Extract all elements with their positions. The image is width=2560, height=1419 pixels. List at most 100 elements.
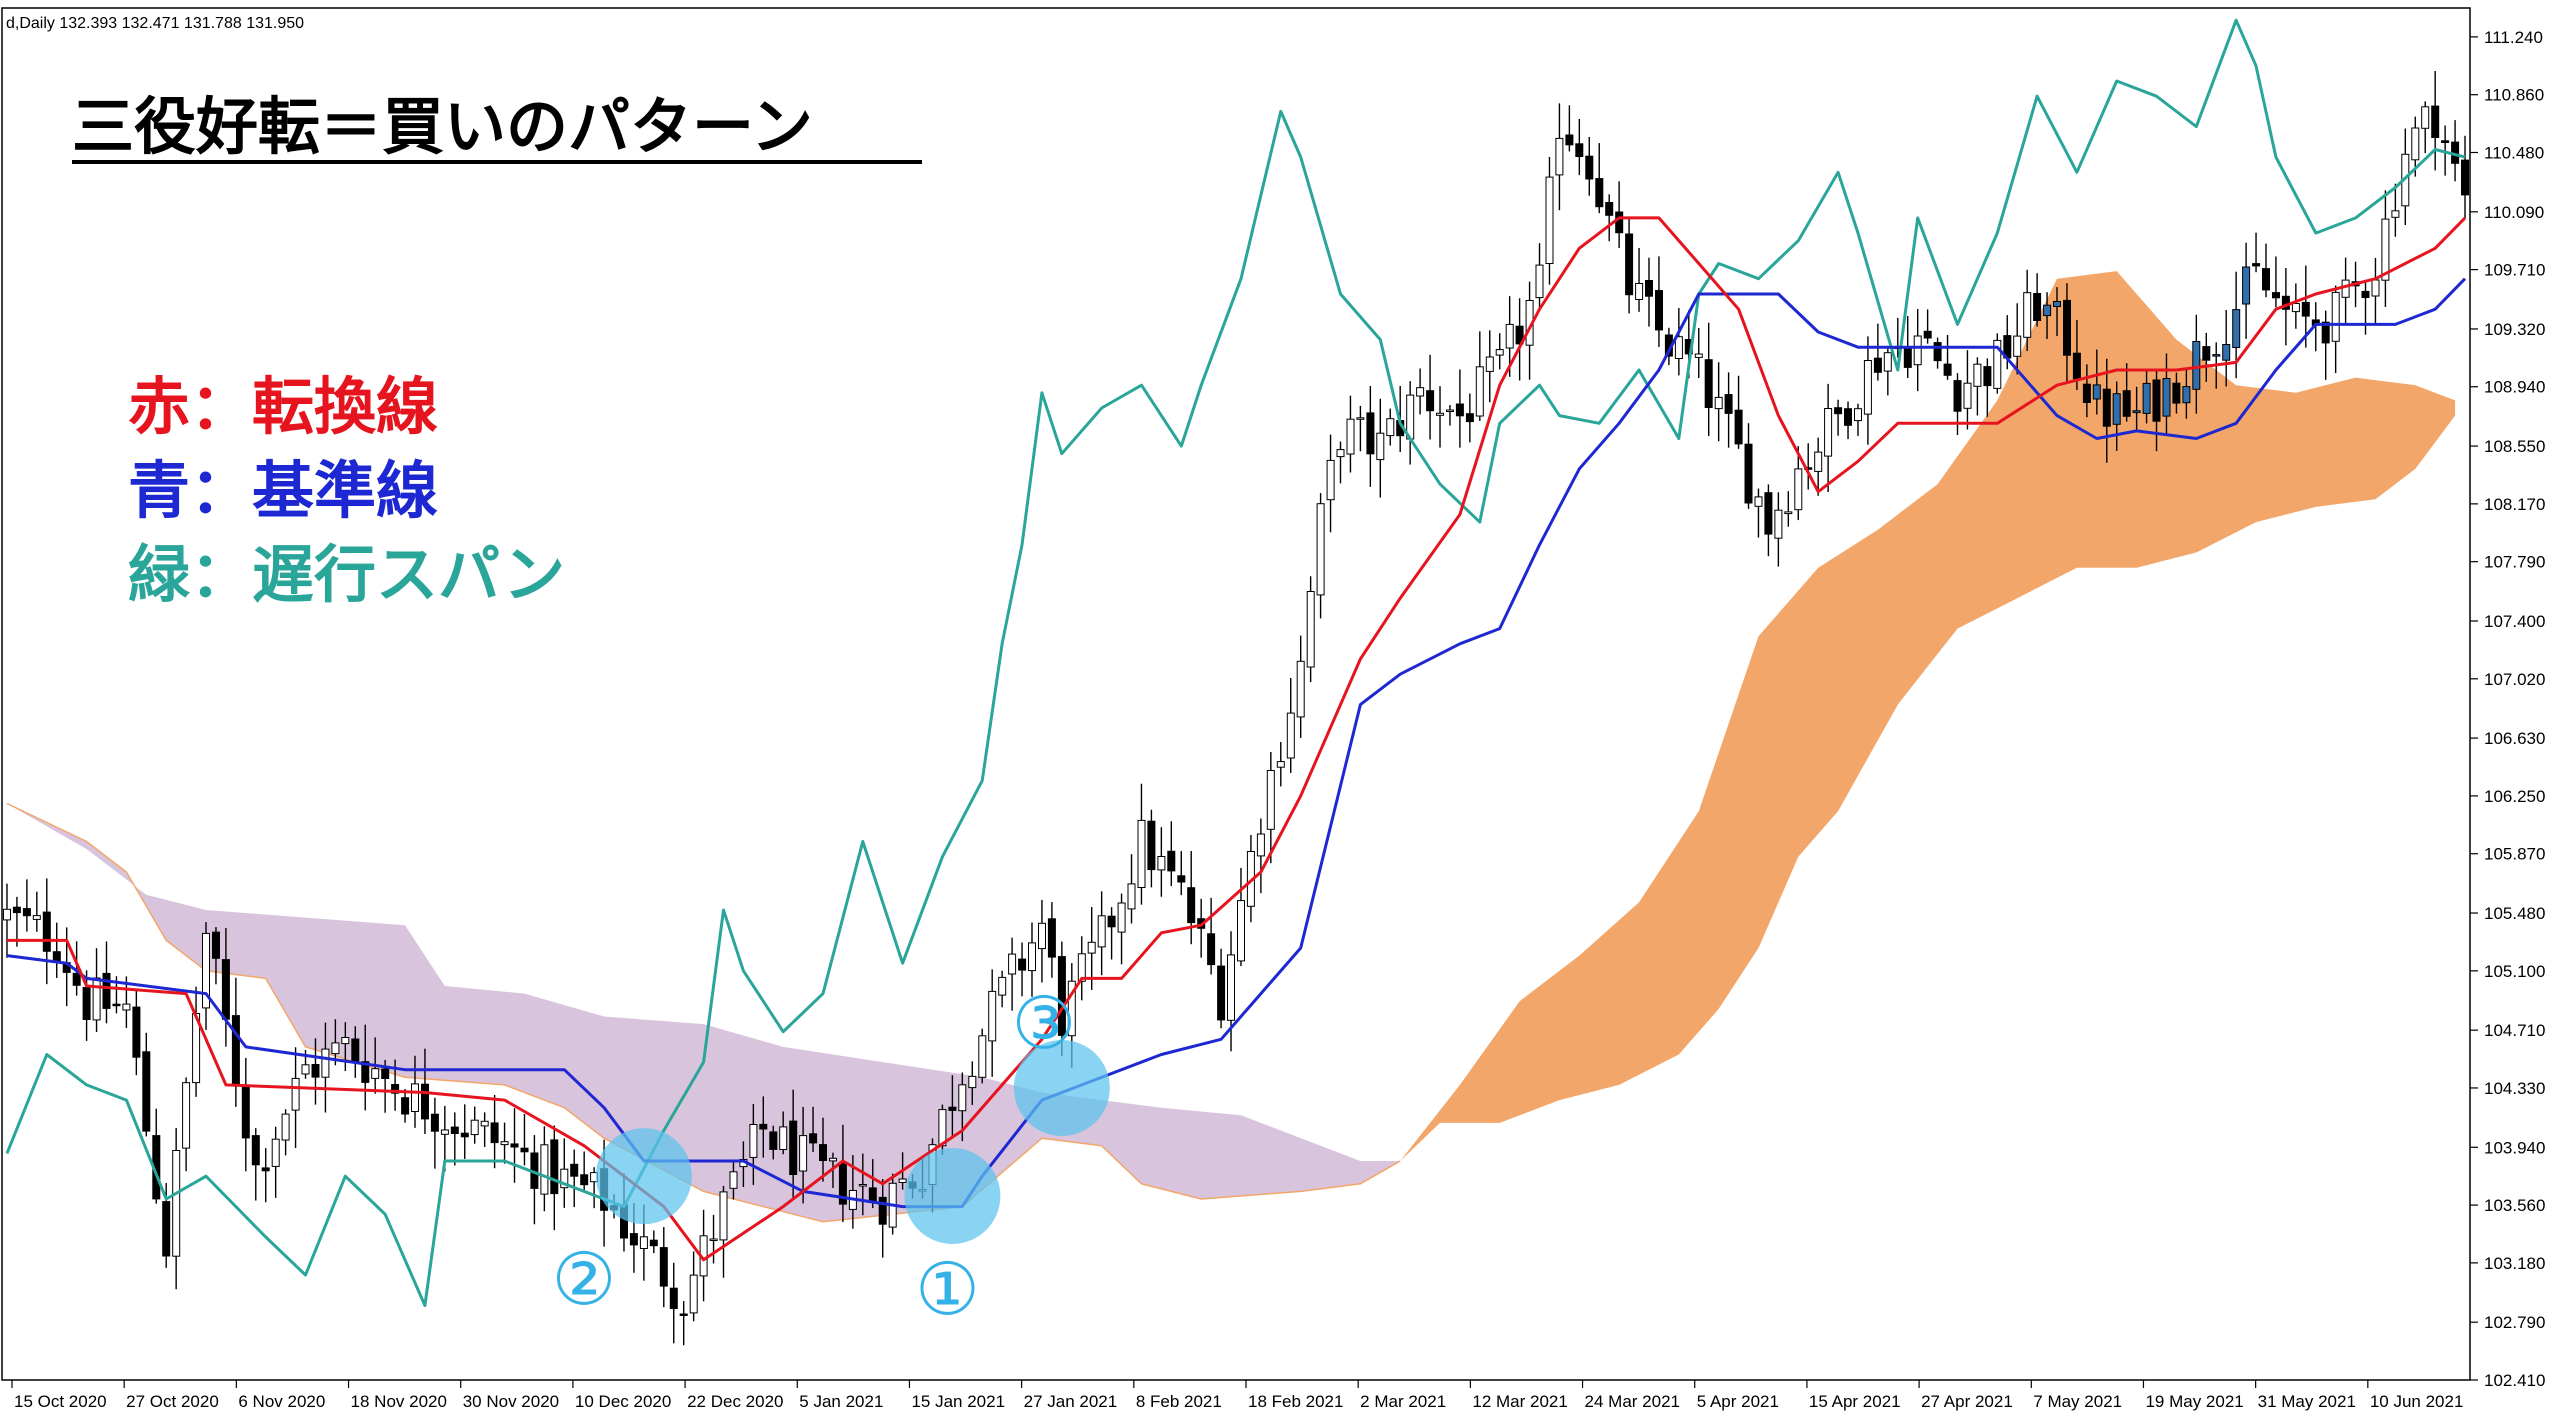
y-tick-label: 109.710 — [2484, 261, 2545, 280]
x-tick-label: 30 Nov 2020 — [463, 1392, 559, 1411]
x-tick-label: 27 Oct 2020 — [126, 1392, 219, 1411]
candle — [580, 1151, 589, 1193]
candle — [2321, 310, 2330, 380]
y-tick-label: 106.630 — [2484, 729, 2545, 748]
legend-chikou: 緑：遅行スパン — [128, 538, 565, 611]
candle — [1346, 395, 1355, 473]
candle — [1475, 331, 1484, 421]
candle — [182, 1077, 191, 1172]
cloud-bullish — [1400, 271, 2456, 1162]
candle — [1426, 354, 1435, 440]
x-tick-label: 19 May 2021 — [2145, 1392, 2243, 1411]
chikou-span-line — [5, 18, 2466, 1307]
candle — [271, 1126, 280, 1198]
candle — [1545, 157, 1554, 285]
candle — [998, 970, 1007, 1008]
y-tick-label: 109.320 — [2484, 320, 2545, 339]
candle — [2112, 381, 2121, 451]
candle — [2122, 363, 2131, 422]
candle — [809, 1106, 818, 1152]
signal-circle — [904, 1147, 1001, 1244]
candle — [1625, 217, 1634, 314]
signal-markers: ① ② ③ — [552, 984, 1110, 1330]
candle — [1595, 143, 1604, 214]
candle — [1814, 437, 1823, 496]
candle — [1028, 922, 1036, 997]
candle — [1873, 323, 1882, 381]
candle — [779, 1111, 788, 1155]
y-tick-label: 110.860 — [2484, 86, 2544, 105]
y-tick-label: 107.400 — [2484, 612, 2545, 631]
candle — [520, 1114, 529, 1166]
candle — [1177, 851, 1186, 896]
x-tick-label: 15 Apr 2021 — [1809, 1392, 1901, 1411]
candle — [1764, 484, 1773, 557]
kijun-line — [6, 277, 2467, 1209]
signal-label: ③ — [1012, 984, 1077, 1064]
candle — [1674, 308, 1683, 376]
candle — [1446, 405, 1454, 426]
x-tick-label: 24 Mar 2021 — [1585, 1392, 1680, 1411]
candle — [1714, 362, 1723, 442]
candle — [490, 1094, 499, 1169]
candle — [1286, 678, 1295, 774]
candle — [1047, 902, 1056, 978]
candle — [1187, 851, 1196, 945]
chart-frame — [1, 7, 2471, 1381]
candle — [1535, 243, 1544, 308]
candle — [799, 1106, 808, 1204]
candle — [1326, 434, 1335, 533]
candle — [1227, 931, 1235, 1052]
candle — [72, 941, 81, 996]
candle — [1923, 309, 1932, 344]
candle — [649, 1230, 658, 1254]
candle — [878, 1178, 887, 1258]
symbol-info: d,Daily 132.393 132.471 131.788 131.950 — [6, 15, 304, 32]
signal-label: ① — [915, 1250, 980, 1330]
candle — [2023, 269, 2032, 352]
candle — [1933, 337, 1942, 369]
candle — [1983, 358, 1992, 417]
x-tick-label: 15 Oct 2020 — [14, 1392, 107, 1411]
candle — [341, 1022, 350, 1072]
candle — [311, 1038, 320, 1105]
candle — [321, 1022, 330, 1113]
x-tick-label: 10 Dec 2020 — [575, 1392, 671, 1411]
candle — [1645, 257, 1653, 327]
candle — [1485, 330, 1494, 403]
candle — [1565, 105, 1574, 152]
candle — [679, 1301, 688, 1346]
candle — [759, 1096, 768, 1158]
candle — [1217, 948, 1226, 1029]
legend-kijun: 青：基準線 — [128, 454, 438, 527]
candle — [719, 1185, 728, 1278]
candle — [2172, 372, 2181, 414]
candle — [1306, 576, 1315, 683]
x-tick-label: 27 Apr 2021 — [1921, 1392, 2013, 1411]
candle — [1097, 891, 1106, 976]
candle — [1356, 405, 1365, 452]
candle — [1137, 783, 1146, 905]
x-tick-label: 18 Feb 2021 — [1248, 1392, 1343, 1411]
candle — [32, 891, 41, 932]
candle — [2152, 371, 2161, 452]
candle — [2202, 332, 2211, 382]
y-tick-label: 107.790 — [2484, 553, 2545, 572]
y-tick-label: 104.330 — [2484, 1079, 2545, 1098]
candle — [2421, 101, 2430, 154]
y-tick-label: 103.560 — [2484, 1196, 2545, 1215]
candle — [749, 1103, 758, 1185]
candle — [1147, 809, 1156, 888]
candle — [401, 1089, 410, 1123]
y-tick-label: 108.170 — [2484, 495, 2545, 514]
senkou-span-b-edge — [6, 802, 1401, 1223]
candle — [1237, 867, 1245, 967]
x-tick-label: 22 Dec 2020 — [687, 1392, 783, 1411]
y-tick-label: 110.090 — [2484, 203, 2544, 222]
x-tick-label: 18 Nov 2020 — [351, 1392, 447, 1411]
candle — [1495, 333, 1504, 370]
time-axis: 15 Oct 2020 27 Oct 2020 6 Nov 2020 18 Nov 2… — [11, 1380, 2463, 1411]
candle — [450, 1112, 459, 1166]
